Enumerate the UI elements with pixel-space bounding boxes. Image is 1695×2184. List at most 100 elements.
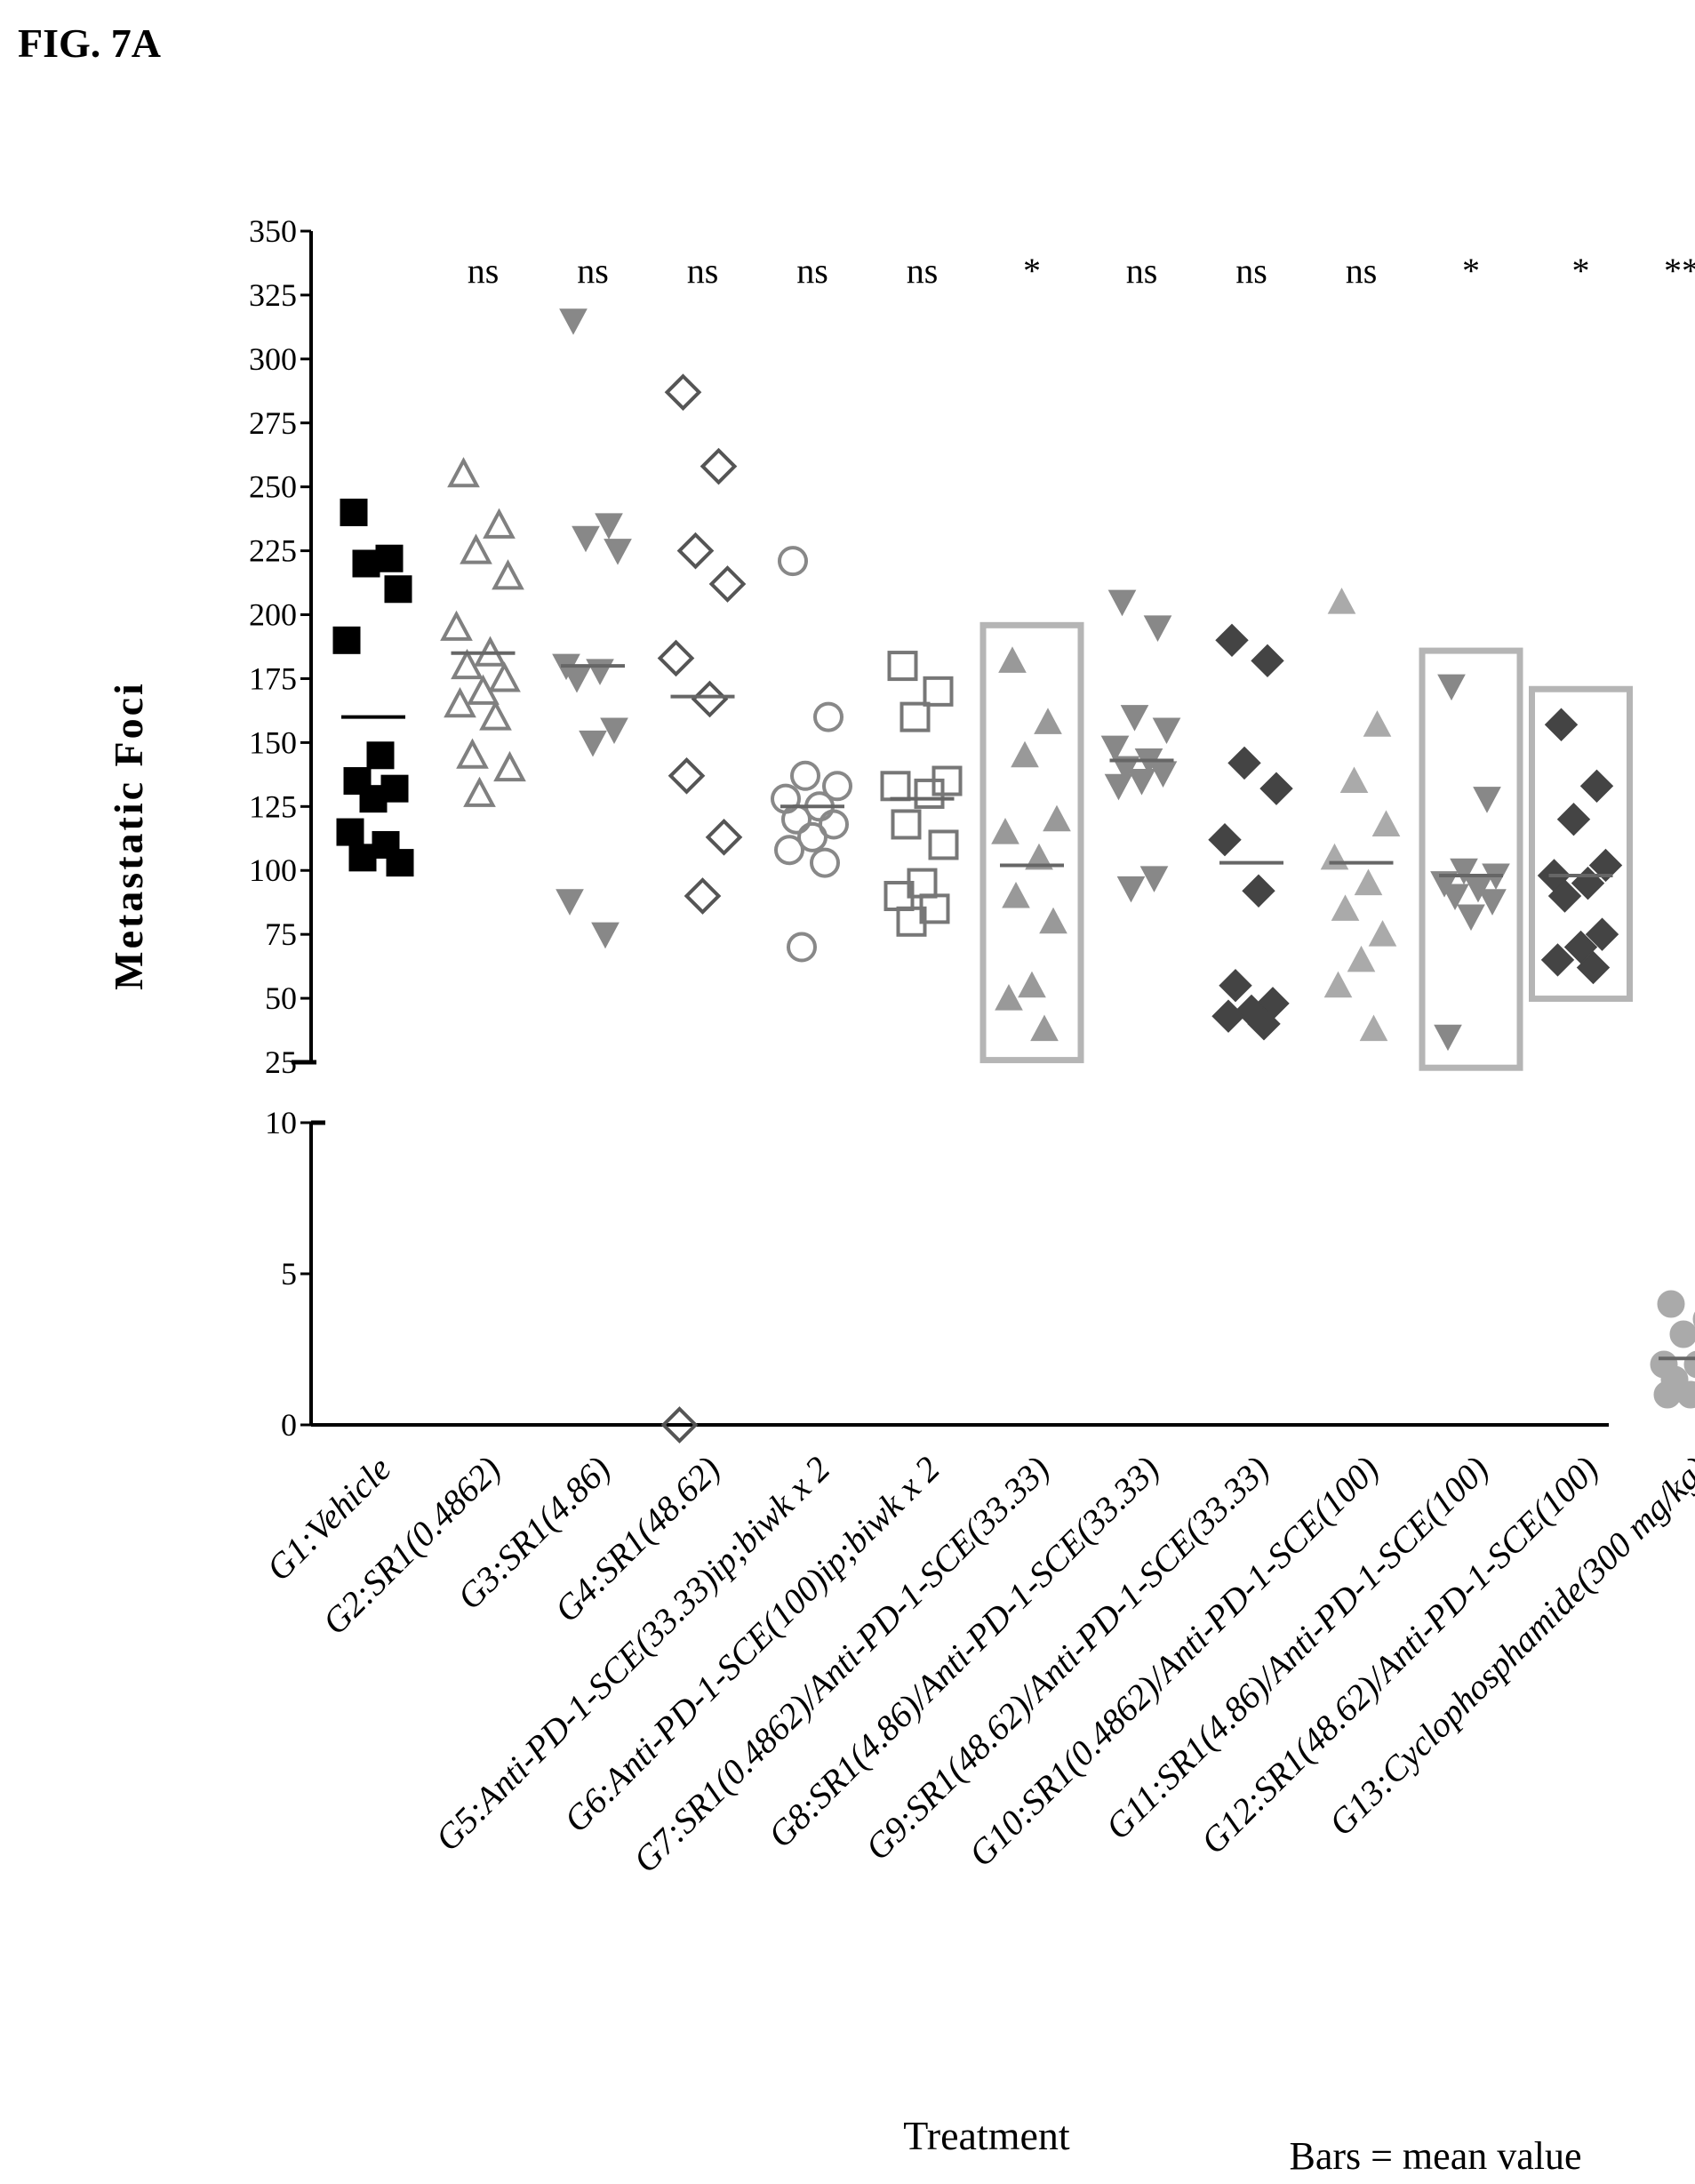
data-point [1039, 907, 1067, 934]
y-tick-label: 275 [249, 405, 297, 441]
data-point [778, 546, 808, 577]
data-point [1363, 710, 1392, 737]
y-axis [292, 229, 1609, 1427]
data-point [1669, 1320, 1695, 1348]
data-point [1331, 894, 1360, 921]
data-point [572, 525, 600, 553]
data-point [887, 651, 918, 682]
data-point [1579, 769, 1614, 803]
data-point [923, 676, 954, 707]
data-point [586, 659, 614, 685]
data-point [657, 639, 695, 677]
significance-label: * [1572, 251, 1590, 291]
data-point [1371, 810, 1401, 836]
data-point [1259, 772, 1293, 805]
data-point [1540, 943, 1575, 977]
highlight-box [1529, 685, 1633, 1003]
figure-label: FIG. 7A [18, 20, 161, 66]
data-point [340, 498, 368, 526]
significance-label: ns [1126, 251, 1158, 291]
data-point [1211, 999, 1245, 1033]
data-point [891, 809, 922, 840]
data-point [600, 717, 628, 745]
data-point [676, 532, 715, 570]
data-point [579, 730, 607, 757]
data-point [467, 674, 500, 705]
data-point [1043, 804, 1071, 832]
data-point [559, 308, 588, 335]
data-point [563, 666, 591, 693]
data-point [451, 648, 484, 680]
data-point [1347, 945, 1376, 972]
data-point [660, 1406, 699, 1444]
data-point [332, 626, 361, 654]
y-tick-label: 0 [281, 1407, 297, 1443]
data-point [447, 457, 480, 488]
y-tick-label: 25 [265, 1044, 297, 1080]
data-point [1120, 705, 1149, 732]
data-point [1354, 868, 1383, 896]
data-point [1025, 843, 1053, 870]
y-tick-label: 150 [249, 724, 297, 760]
data-point [1544, 708, 1579, 741]
data-point [1152, 717, 1181, 745]
data-point [1139, 866, 1169, 892]
x-category-label: G5:Anti-PD-1-SCE(33.33)ip;biwk x 2 [428, 1449, 837, 1859]
data-point [492, 559, 524, 590]
data-point [787, 932, 817, 963]
data-point [595, 513, 623, 540]
data-point [1011, 740, 1039, 768]
data-point [386, 849, 414, 877]
data-point [1653, 1380, 1682, 1409]
x-category-label: G10:SR1(0.4862)/Anti-PD-1-SCE(100) [961, 1449, 1387, 1875]
data-point [336, 818, 364, 846]
data-point [1219, 968, 1252, 1003]
data-point [1657, 1290, 1685, 1318]
data-point [1320, 843, 1349, 870]
data-point [1585, 917, 1619, 951]
data-point [1018, 971, 1046, 998]
data-point [1030, 1014, 1059, 1042]
significance-label: ns [1235, 251, 1267, 291]
data-point [1478, 889, 1507, 916]
data-point [463, 776, 496, 807]
data-point [1368, 920, 1397, 947]
mean-note: Bars = mean value [1289, 2134, 1581, 2178]
data-point [604, 539, 632, 565]
significance-label: ns [687, 251, 719, 291]
y-tick-label: 200 [249, 597, 297, 633]
data-point [1563, 930, 1598, 964]
significance-label: ns [468, 251, 500, 291]
y-tick-labels: 25 50 75 100 125 150 175 200 225 250 275 300 325 350 0… [249, 213, 297, 1443]
data-point [1441, 884, 1469, 911]
y-axis-title: Metastatic Foci [106, 681, 151, 990]
data-point [928, 829, 959, 860]
significance-label: ns [1346, 251, 1378, 291]
mean-bars [341, 651, 1695, 1361]
data-point [460, 533, 492, 564]
data-point [914, 778, 945, 809]
data-point [899, 701, 931, 732]
data-point [591, 922, 620, 949]
data-point [1339, 766, 1369, 794]
highlight-box [1419, 647, 1523, 1071]
y-tick-label: 300 [249, 341, 297, 377]
data-point [668, 756, 706, 795]
y-tick-label: 175 [249, 660, 297, 696]
y-tick-label: 50 [265, 980, 297, 1016]
y-tick-label: 100 [249, 852, 297, 888]
data-point [1143, 615, 1172, 642]
data-point [352, 549, 380, 578]
data-point [440, 610, 473, 641]
data-point [1576, 950, 1611, 985]
y-tick-label: 5 [281, 1256, 297, 1292]
data-point [1434, 1024, 1462, 1052]
data-point [691, 680, 729, 718]
data-point [493, 750, 526, 782]
data-point [1247, 1007, 1281, 1041]
data-point [1034, 708, 1062, 734]
data-point [813, 701, 844, 732]
x-category-label: G11:SR1(4.86)/Anti-PD-1-SCE(100) [1098, 1449, 1496, 1847]
